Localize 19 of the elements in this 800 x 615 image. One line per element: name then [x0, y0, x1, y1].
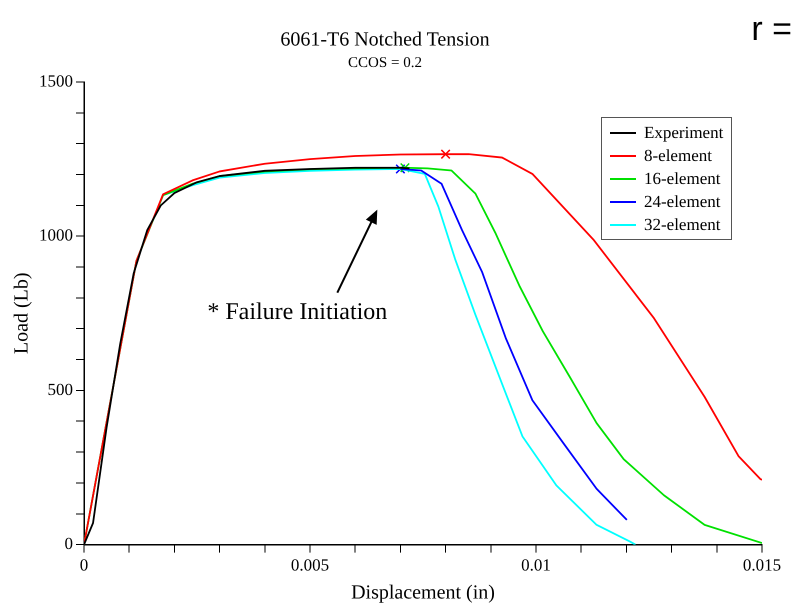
y-axis-title: Load (Lb)	[10, 272, 32, 354]
y-tick-label: 1000	[39, 226, 73, 245]
chart-title: 6061-T6 Notched Tension	[280, 28, 490, 50]
legend-label: 32-element	[644, 214, 720, 236]
text: r =	[751, 10, 792, 49]
legend-label: Experiment	[644, 122, 724, 144]
x-tick-label: 0	[80, 555, 88, 574]
legend-label: 16-element	[644, 168, 720, 190]
annotation: * Failure Initiation	[207, 298, 388, 325]
legend-label: 24-element	[644, 191, 720, 213]
x-tick-label: 0.005	[290, 555, 330, 574]
legend-label: 8-element	[644, 145, 712, 167]
x-tick-label: 0.01	[521, 555, 551, 574]
x-tick-label: 0.015	[742, 555, 782, 574]
x-axis-title: Displacement (in)	[351, 581, 495, 604]
y-tick-label: 0	[64, 534, 73, 554]
chart-subtitle: CCOS = 0.2	[348, 54, 422, 71]
y-tick-label: 1500	[39, 71, 73, 90]
y-tick-label: 500	[48, 380, 73, 399]
